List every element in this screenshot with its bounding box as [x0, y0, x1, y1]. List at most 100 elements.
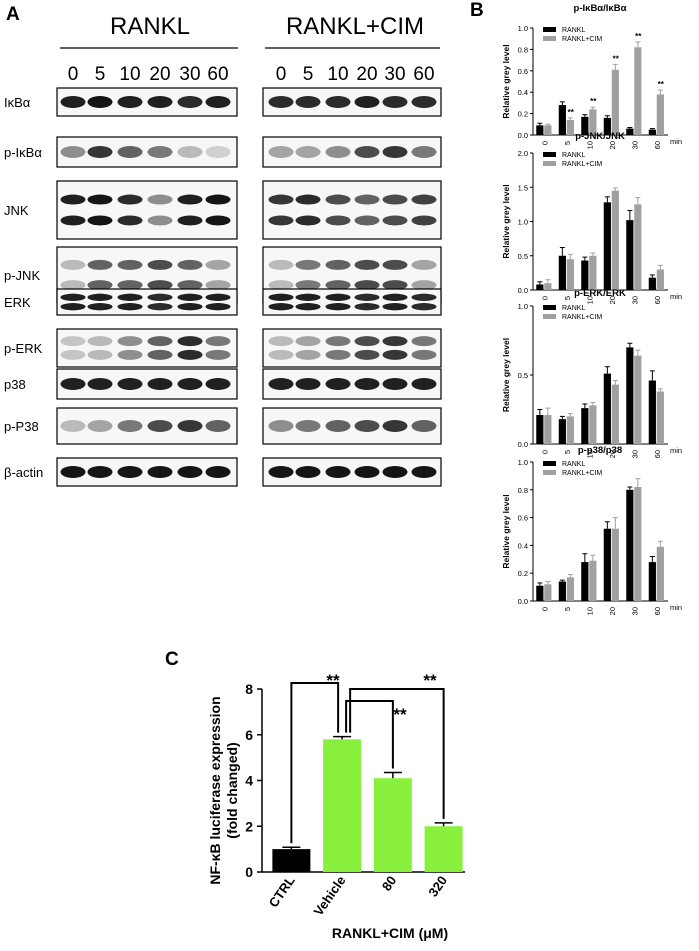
blot-band — [295, 259, 321, 270]
y-tick-label: 1.0 — [518, 218, 528, 227]
x-tick-label: CTRL — [266, 873, 298, 910]
blot-band — [117, 280, 143, 291]
blot-band — [411, 259, 437, 270]
blot-box — [56, 368, 238, 400]
y-tick-label: 1.0 — [518, 24, 528, 33]
blot-band — [411, 378, 437, 390]
x-tick-label: 30 — [630, 607, 639, 615]
blot-band — [177, 280, 203, 291]
y-tick-label: 2.0 — [518, 149, 528, 158]
blot-band — [205, 420, 231, 432]
blot-band — [295, 420, 321, 432]
blot-band — [325, 349, 351, 360]
bar — [589, 405, 597, 444]
significance-label: ** — [590, 97, 597, 106]
blot-band — [205, 378, 231, 390]
blot-band — [87, 259, 113, 270]
x-tick-label: 10 — [585, 141, 594, 149]
bar — [566, 120, 574, 135]
x-tick-label: 5 — [563, 296, 572, 300]
blot-band — [354, 466, 380, 478]
legend-label: RANKL+CIM — [562, 36, 602, 43]
blot-band — [411, 303, 437, 311]
blot-band — [411, 336, 437, 347]
blot-band — [177, 349, 203, 360]
chart-title: p-JNK/JNK — [575, 131, 625, 142]
blot-band — [147, 96, 173, 108]
x-tick-label: 0 — [540, 141, 549, 145]
y-tick-label: 1.0 — [518, 302, 528, 311]
blot-band — [382, 280, 408, 291]
x-tick-label: 30 — [630, 296, 639, 304]
blot-band — [205, 146, 231, 158]
x-tick-label: 0 — [540, 296, 549, 300]
chart-title: p-IκBα/IκBα — [574, 3, 627, 14]
y-tick-label: 0.2 — [518, 110, 528, 119]
x-tick-label: 60 — [653, 607, 662, 615]
blot-band — [147, 293, 173, 301]
legend-label: RANKL — [562, 27, 585, 34]
blot-band — [295, 378, 321, 390]
x-tick-label: 20 — [608, 450, 617, 458]
blot-band — [268, 194, 294, 205]
legend-label: RANKL — [562, 305, 585, 312]
x-tick-label: 20 — [608, 141, 617, 149]
blot-band — [147, 466, 173, 478]
blot-band — [354, 215, 380, 226]
blot-band — [147, 259, 173, 270]
bar — [581, 562, 589, 601]
timepoint-label: 10 — [327, 64, 348, 85]
legend-swatch — [543, 305, 556, 310]
blot-band — [60, 293, 86, 301]
blot-box — [56, 87, 238, 117]
blot-band — [60, 378, 86, 390]
blot-band — [268, 96, 294, 108]
blot-band — [354, 259, 380, 270]
blot-band — [177, 215, 203, 226]
blot-band — [60, 215, 86, 226]
blot-band — [268, 378, 294, 390]
blot-band — [268, 349, 294, 360]
bar — [656, 94, 664, 135]
blot-row-label: ERK — [4, 295, 31, 310]
blot-band — [205, 293, 231, 301]
timepoint-label: 20 — [356, 64, 377, 85]
blot-box — [56, 328, 238, 368]
blot-band — [268, 146, 294, 158]
blot-band — [325, 378, 351, 390]
y-tick-label: 0.5 — [518, 371, 528, 380]
x-tick-label: 10 — [585, 450, 594, 458]
blot-band — [382, 378, 408, 390]
legend-label: RANKL+CIM — [562, 470, 602, 477]
bar — [634, 47, 642, 136]
blot-band — [295, 336, 321, 347]
blot-box — [56, 457, 238, 487]
blot-band — [268, 336, 294, 347]
blot-band — [177, 378, 203, 390]
x-tick-label: 60 — [653, 450, 662, 458]
blot-band — [382, 259, 408, 270]
blot-band — [87, 146, 113, 158]
blot-band — [177, 146, 203, 158]
blot-band — [117, 96, 143, 108]
blot-band — [268, 280, 294, 291]
blot-box — [56, 180, 238, 240]
blot-band — [205, 259, 231, 270]
legend-swatch — [543, 470, 556, 475]
x-unit-label: min — [670, 137, 682, 146]
blot-band — [354, 293, 380, 301]
y-axis-label: Relative grey level — [501, 338, 511, 412]
blot-band — [411, 146, 437, 158]
blot-band — [382, 215, 408, 226]
blot-band — [295, 303, 321, 311]
blot-band — [411, 280, 437, 291]
blot-band — [147, 378, 173, 390]
blot-band — [325, 420, 351, 432]
blot-band — [60, 349, 86, 360]
bar — [589, 255, 597, 290]
blot-band — [147, 349, 173, 360]
x-tick-label: 10 — [585, 296, 594, 304]
group-label-rankl-cim: RANKL+CIM — [286, 13, 424, 40]
